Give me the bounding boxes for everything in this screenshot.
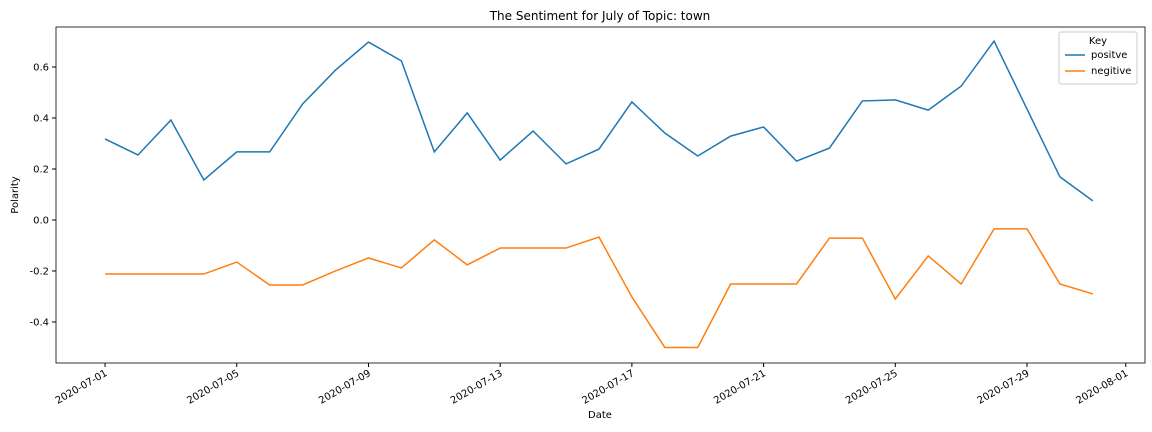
- x-tick-label: 2020-07-09: [317, 368, 373, 407]
- y-tick-label: 0.0: [33, 215, 49, 226]
- x-tick-label: 2020-08-01: [1074, 368, 1130, 407]
- x-axis-label: Date: [588, 410, 612, 421]
- x-tick-label: 2020-07-21: [712, 368, 768, 407]
- x-tick-label: 2020-07-17: [581, 368, 637, 407]
- x-tick-label: 2020-07-05: [185, 368, 241, 407]
- line-series: [105, 228, 1094, 349]
- legend-label: positve: [1091, 50, 1127, 61]
- legend-label: negitive: [1091, 66, 1131, 77]
- y-tick-label: -0.2: [29, 266, 49, 277]
- x-tick-label: 2020-07-25: [844, 368, 900, 407]
- y-tick-label: 0.2: [33, 164, 49, 175]
- line-series: [104, 39, 1094, 202]
- x-tick-label: 2020-07-01: [54, 368, 110, 407]
- y-tick-label: -0.4: [29, 317, 49, 328]
- y-axis-label: Polarity: [10, 176, 21, 214]
- y-tick-label: 0.6: [33, 63, 49, 74]
- x-tick-label: 2020-07-29: [976, 368, 1032, 407]
- chart-title: The Sentiment for July of Topic: town: [489, 9, 711, 23]
- y-tick-label: 0.4: [33, 114, 49, 125]
- plot-frame: [55, 26, 1146, 364]
- x-tick-label: 2020-07-13: [449, 368, 505, 407]
- legend-title: Key: [1089, 36, 1107, 47]
